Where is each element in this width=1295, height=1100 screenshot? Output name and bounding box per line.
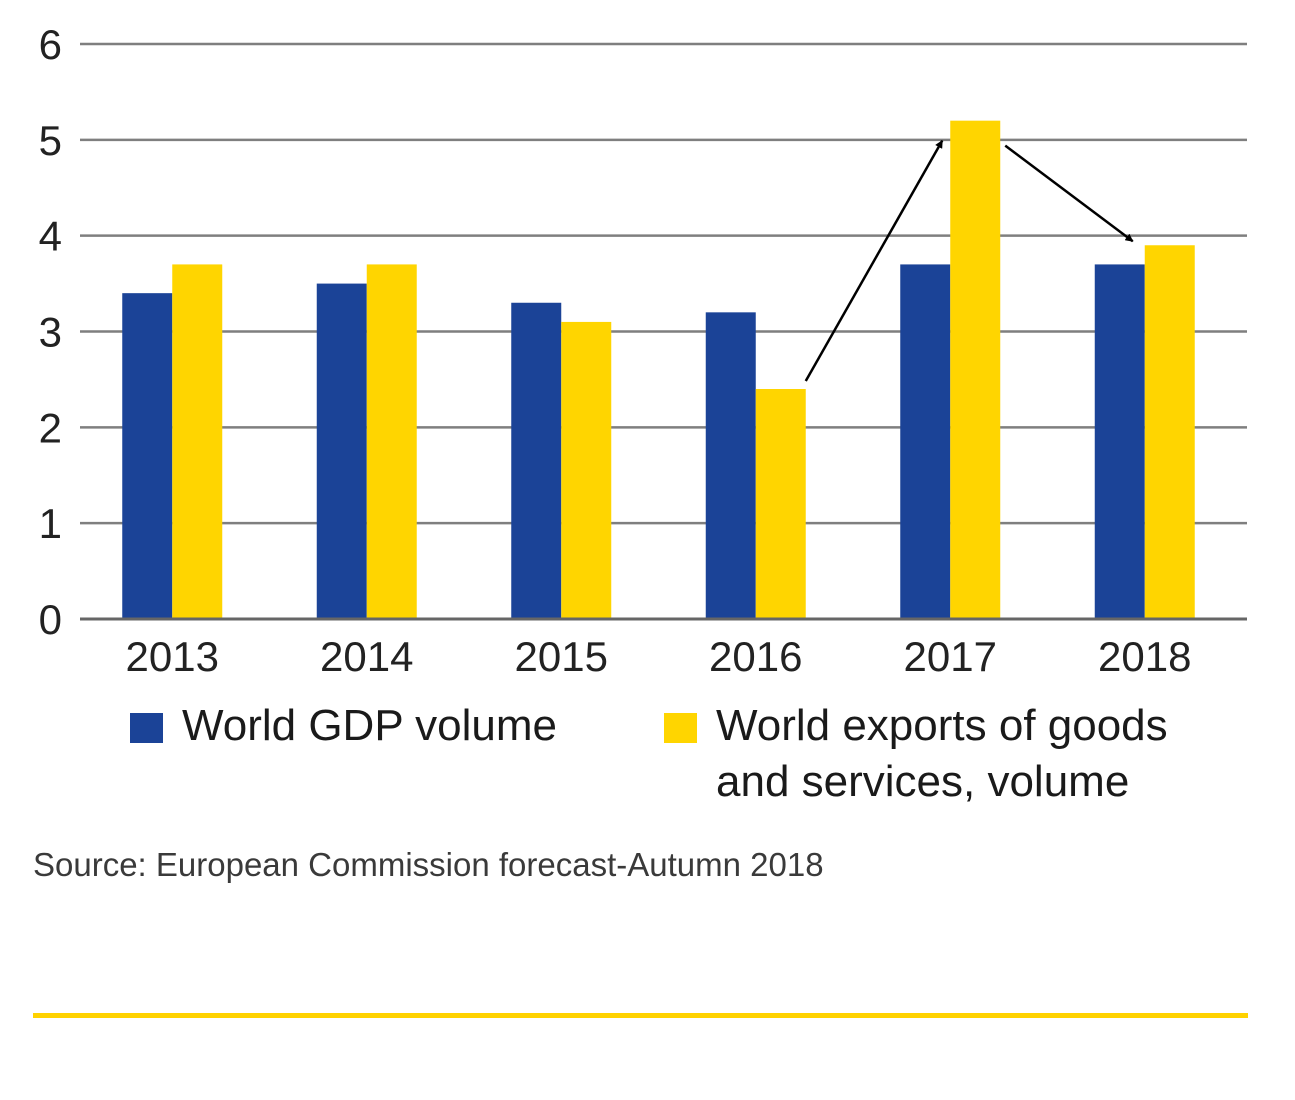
legend-label-gdp: World GDP volume <box>182 701 557 750</box>
legend-swatch-gdp <box>130 713 163 743</box>
x-tick-label: 2017 <box>904 633 997 680</box>
y-tick-label: 5 <box>39 117 62 164</box>
bar-exports <box>1144 245 1195 619</box>
legend-label-exports-line1: World exports of goods <box>716 701 1168 750</box>
bar-gdp <box>705 312 756 619</box>
y-tick-label: 0 <box>39 596 62 643</box>
legend-item-gdp: World GDP volume <box>130 698 630 758</box>
bar-exports <box>561 321 612 619</box>
y-tick-label: 6 <box>39 21 62 68</box>
bar-gdp <box>316 283 367 619</box>
footer-rule <box>33 1013 1248 1018</box>
bar-chart: 0 1 2 3 4 5 6 2013 2014 2015 2016 2017 2018 <box>39 21 1247 680</box>
bar-exports <box>755 389 806 619</box>
y-tick-label: 1 <box>39 500 62 547</box>
bar-exports <box>172 264 223 619</box>
legend-swatch-exports <box>664 713 697 743</box>
x-tick-label: 2016 <box>709 633 802 680</box>
y-tick-label: 3 <box>39 309 62 356</box>
x-tick-label: 2018 <box>1098 633 1191 680</box>
legend-label-exports-line2: and services, volume <box>716 757 1130 806</box>
legend-item-exports: World exports of goods and services, vol… <box>664 698 1264 818</box>
bar-exports <box>950 120 1001 620</box>
source-note: Source: European Commission forecast-Aut… <box>33 846 824 883</box>
y-tick-label: 4 <box>39 213 62 260</box>
x-tick-label: 2015 <box>515 633 608 680</box>
bar-gdp <box>1094 264 1145 619</box>
y-tick-label: 2 <box>39 404 62 451</box>
trend-arrow <box>1004 144 1134 243</box>
bar-gdp <box>511 302 562 619</box>
bar-gdp <box>900 264 951 619</box>
trend-arrow <box>804 139 944 382</box>
bar-exports <box>366 264 417 619</box>
x-tick-label: 2014 <box>320 633 413 680</box>
x-tick-label: 2013 <box>126 633 219 680</box>
bar-gdp <box>122 293 173 619</box>
